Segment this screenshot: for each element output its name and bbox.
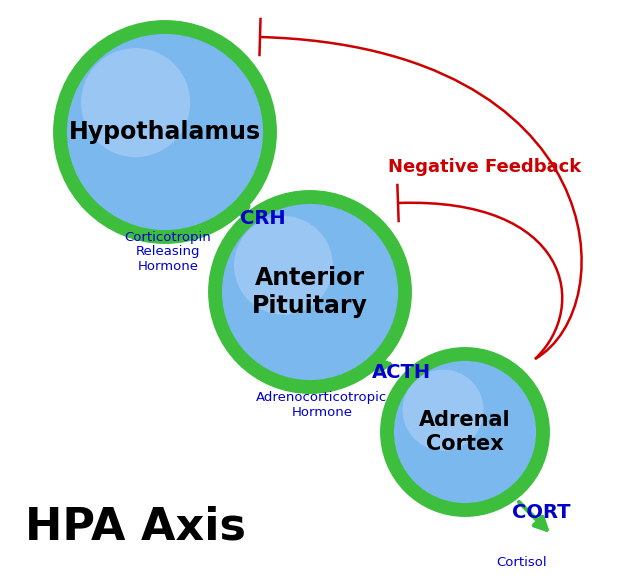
Text: Adrenal
Cortex: Adrenal Cortex [419, 410, 511, 454]
Text: HPA Axis: HPA Axis [25, 505, 246, 548]
Circle shape [403, 370, 484, 451]
Text: ACTH: ACTH [372, 363, 431, 382]
Circle shape [60, 27, 270, 237]
Text: Hypothalamus: Hypothalamus [69, 120, 261, 144]
Text: Negative Feedback: Negative Feedback [388, 158, 582, 176]
Circle shape [387, 354, 543, 510]
Text: Cortisol: Cortisol [497, 555, 547, 568]
Text: Corticotropin
Releasing
Hormone: Corticotropin Releasing Hormone [125, 231, 211, 274]
Text: Anterior
Pituitary: Anterior Pituitary [252, 266, 368, 318]
Circle shape [234, 216, 333, 315]
Circle shape [215, 197, 405, 387]
Text: Adrenocorticotropic
Hormone: Adrenocorticotropic Hormone [257, 391, 388, 419]
Text: CRH: CRH [240, 210, 285, 228]
Circle shape [81, 48, 190, 157]
Text: CORT: CORT [512, 502, 570, 521]
